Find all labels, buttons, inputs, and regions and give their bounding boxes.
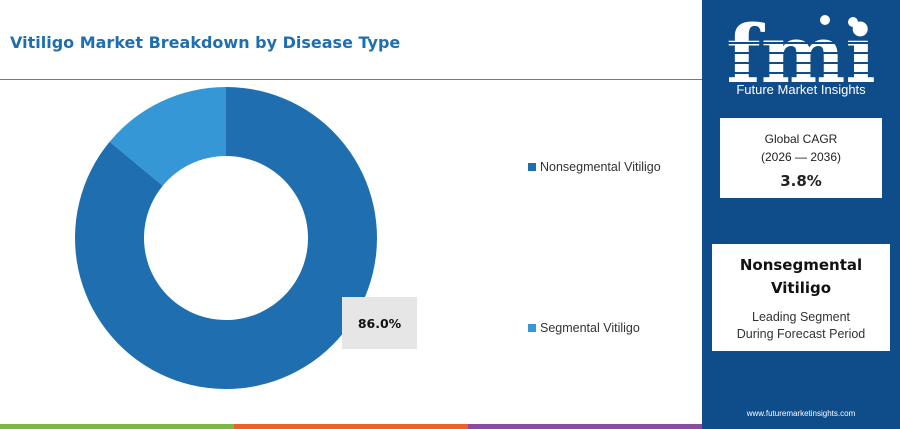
fmi-logo: fmi <box>728 12 874 96</box>
bottom-bar-green <box>0 424 234 429</box>
legend-label-nonsegmental: Nonsegmental Vitiligo <box>540 160 661 174</box>
cagr-label: Global CAGR (2026 — 2036) <box>720 130 882 166</box>
cagr-value: 3.8% <box>780 172 822 190</box>
leading-segment-caption: Leading Segment During Forecast Period <box>712 309 890 343</box>
segment-caption-line2: During Forecast Period <box>736 327 866 341</box>
legend-item-segmental: Segmental Vitiligo <box>528 321 640 335</box>
segment-name-line1: Nonsegmental <box>739 256 863 274</box>
leading-segment-name: Nonsegmental Vitiligo <box>712 254 890 300</box>
data-label-nonsegmental: 86.0% <box>342 297 417 349</box>
cagr-period: (2026 — 2036) <box>760 150 842 164</box>
globe-icon <box>820 15 830 25</box>
bottom-color-bar <box>0 424 702 429</box>
brand-name: Future Market Insights <box>736 82 866 97</box>
donut-chart <box>74 87 377 389</box>
person-icon <box>848 17 858 27</box>
bottom-bar-orange <box>234 424 468 429</box>
segment-name-line2: Vitiligo <box>770 279 832 297</box>
title-divider <box>0 79 702 80</box>
cagr-card: Global CAGR (2026 — 2036) 3.8% <box>720 118 882 198</box>
cagr-label-line1: Global CAGR <box>764 132 838 146</box>
legend-label-segmental: Segmental Vitiligo <box>540 321 640 335</box>
donut-slice-segmental-vitiligo <box>109 87 226 186</box>
segment-caption-line1: Leading Segment <box>752 310 850 324</box>
brand-sidebar: fmi Future Market Insights Global CAGR (… <box>702 0 900 429</box>
leading-segment-card: Nonsegmental Vitiligo Leading Segment Du… <box>712 244 890 351</box>
donut-slice-nonsegmental-vitiligo <box>74 87 377 389</box>
chart-title: Vitiligo Market Breakdown by Disease Typ… <box>10 33 401 52</box>
chart-panel: Vitiligo Market Breakdown by Disease Typ… <box>0 33 702 389</box>
legend-item-nonsegmental: Nonsegmental Vitiligo <box>528 160 661 174</box>
legend-swatch-nonsegmental <box>528 163 536 171</box>
bottom-bar-purple <box>468 424 702 429</box>
legend-swatch-segmental <box>528 324 536 332</box>
website-url: www.futuremarketinsights.com <box>746 409 856 418</box>
data-label-text: 86.0% <box>357 315 402 331</box>
